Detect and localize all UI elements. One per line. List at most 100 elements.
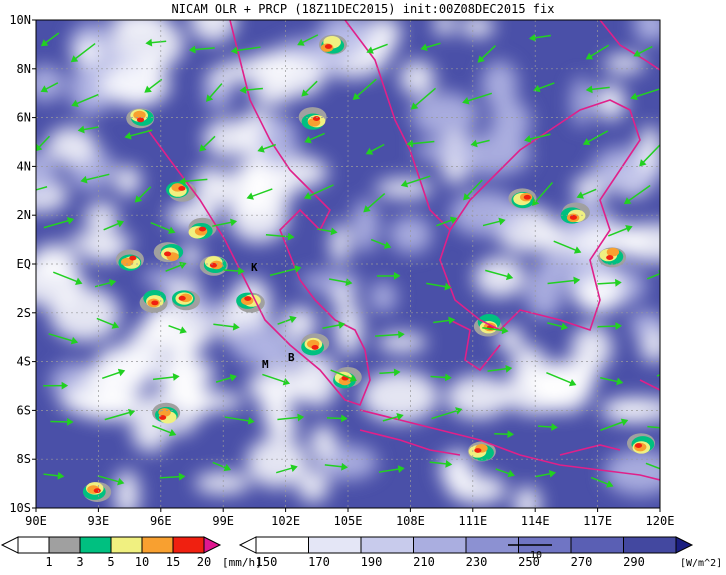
colorbar-box <box>624 537 677 553</box>
lat-label: 8N <box>17 62 31 76</box>
cloud <box>443 450 474 496</box>
precip-cell <box>325 44 332 49</box>
cloud <box>47 127 97 164</box>
precip-cell <box>474 448 481 453</box>
cloud <box>50 287 120 341</box>
precip-cell <box>179 296 186 301</box>
lon-label: 111E <box>458 514 487 528</box>
precip-cell <box>524 195 531 200</box>
precip-cell <box>244 296 251 301</box>
colorbar-label: 190 <box>361 555 383 569</box>
precip-cell <box>158 408 170 417</box>
precip-cell <box>159 415 166 420</box>
colorbar-end <box>240 537 256 553</box>
cloud <box>411 92 478 137</box>
arrow-head <box>674 426 678 431</box>
colorbar-label: 230 <box>466 555 488 569</box>
lat-label: 2S <box>17 306 31 320</box>
lat-label: 2N <box>17 208 31 222</box>
lat-label: 6N <box>17 111 31 125</box>
arrow-head <box>679 340 684 345</box>
lon-label: 105E <box>334 514 363 528</box>
colorbar-box <box>80 537 111 553</box>
cloud <box>229 192 288 243</box>
cloud <box>18 150 57 199</box>
wind-arrow <box>661 338 683 344</box>
cloud <box>310 425 336 461</box>
cloud <box>85 202 118 234</box>
colorbar-box <box>49 537 80 553</box>
colorbar-box <box>256 537 309 553</box>
colorbar-end <box>2 537 18 553</box>
cloud <box>101 64 170 107</box>
precip-cell <box>137 117 144 122</box>
lon-label: 120E <box>646 514 675 528</box>
station-label: B <box>288 351 295 364</box>
lat-label: 4N <box>17 159 31 173</box>
lon-label: 108E <box>396 514 425 528</box>
cloud <box>60 384 135 416</box>
cloud <box>446 375 510 419</box>
cloud <box>31 244 78 282</box>
colorbar-label: 3 <box>76 555 83 569</box>
arrow-head <box>675 367 680 372</box>
cloud <box>334 303 363 355</box>
lon-label: 93E <box>88 514 110 528</box>
cloud <box>114 166 141 195</box>
arrow-head <box>684 215 689 220</box>
precip-cell <box>635 443 642 448</box>
cloud <box>571 77 591 127</box>
colorbar-label: 170 <box>308 555 330 569</box>
colorbar-end <box>204 537 220 553</box>
lat-label: 8S <box>17 452 31 466</box>
colorbar-box <box>309 537 362 553</box>
cloud <box>203 119 254 158</box>
cloud <box>195 472 251 494</box>
colorbar-unit: [W/m^2] <box>680 558 722 569</box>
colorbar-box <box>18 537 49 553</box>
cloud <box>460 16 495 37</box>
map-title: NICAM OLR + PRCP (18Z11DEC2015) init:00Z… <box>172 2 555 16</box>
lat-label: 10S <box>9 501 31 515</box>
colorbar-box <box>361 537 414 553</box>
cloud <box>629 311 664 337</box>
colorbar-box <box>111 537 142 553</box>
cloud <box>634 2 660 43</box>
colorbar-label: 290 <box>623 555 645 569</box>
cloud <box>571 325 612 371</box>
precip-cell <box>570 215 577 220</box>
colorbar-label: 1 <box>45 555 52 569</box>
precip-cell <box>210 263 217 268</box>
map-area <box>13 0 690 521</box>
colorbar-label: 15 <box>166 555 180 569</box>
cloud <box>25 65 65 101</box>
lat-label: 4S <box>17 355 31 369</box>
precip-cell <box>311 345 318 350</box>
colorbar-label: 150 <box>256 555 278 569</box>
station-label: K <box>251 261 258 274</box>
cloud <box>455 134 531 175</box>
arrow-head <box>27 189 32 194</box>
cloud <box>474 257 526 297</box>
colorbar-box <box>414 537 467 553</box>
precip-cell <box>129 256 136 261</box>
lon-label: 117E <box>583 514 612 528</box>
cloud <box>246 437 307 488</box>
arrow-head <box>664 468 669 473</box>
station-label: M <box>262 358 269 371</box>
cloud <box>400 61 435 96</box>
colorbar-box <box>173 537 204 553</box>
cloud <box>601 397 677 422</box>
cloud <box>114 470 139 519</box>
cloud <box>259 115 298 168</box>
precip-cell <box>178 186 185 191</box>
colorbar-label: 5 <box>107 555 114 569</box>
cloud <box>68 232 133 251</box>
lon-label: 96E <box>150 514 172 528</box>
lat-label: EQ <box>17 257 31 271</box>
lat-label: 10N <box>9 13 31 27</box>
lon-label: 114E <box>521 514 550 528</box>
precip-cell <box>313 116 320 121</box>
